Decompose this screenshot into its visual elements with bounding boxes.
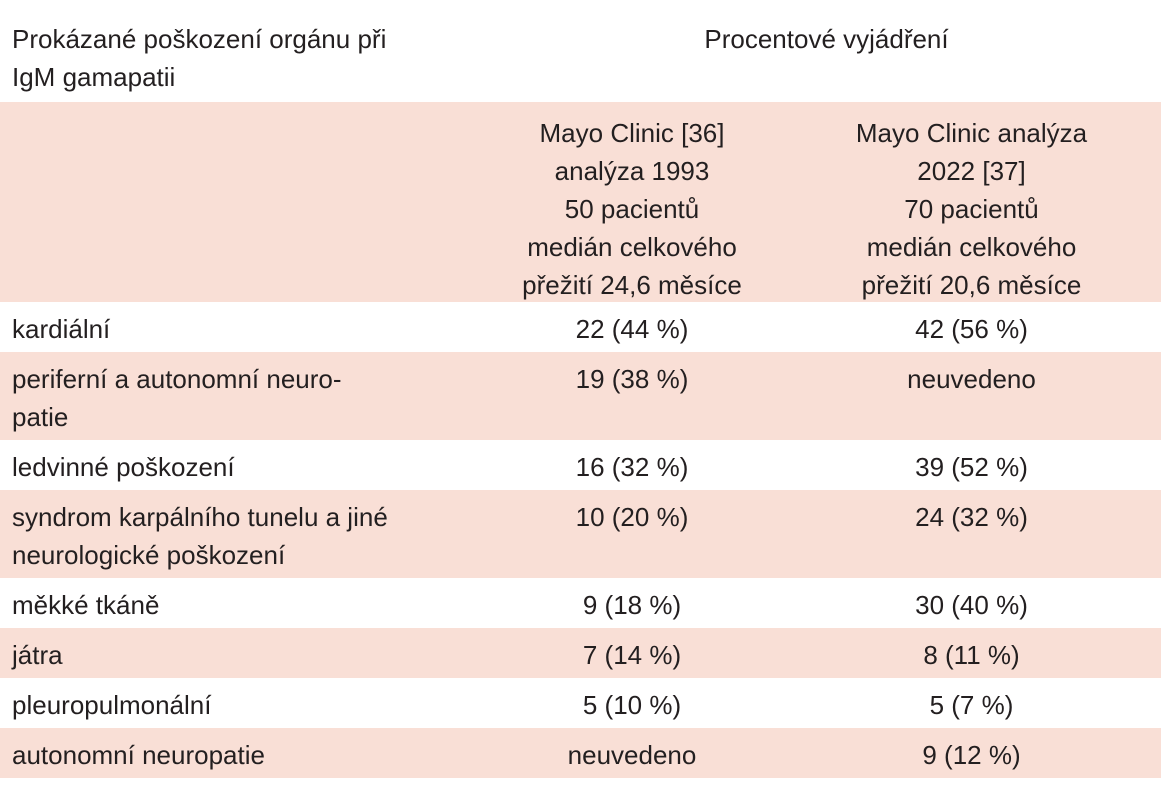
header-percentage: Procentové vyjádření <box>704 24 949 54</box>
row-label: kardiální <box>0 310 472 348</box>
study-1993-line: přežití 24,6 měsíce <box>522 270 742 300</box>
header-organ-line-2: IgM gamapatii <box>12 62 176 92</box>
row-label-line: autonomní neuropatie <box>12 740 265 770</box>
row-value-2022: neuvedeno <box>907 364 1036 394</box>
row-value-2022: 42 (56 %) <box>915 314 1028 344</box>
amyloidosis-organ-table: Prokázané poškození orgánu při IgM gamap… <box>0 0 1161 778</box>
row-label: autonomní neuropatie <box>0 736 472 774</box>
table-header-row: Prokázané poškození orgánu při IgM gamap… <box>0 0 1161 102</box>
row-value-2022: 39 (52 %) <box>915 452 1028 482</box>
table-row: měkké tkáně 9 (18 %) 30 (40 %) <box>0 578 1161 628</box>
row-value-2022: 8 (11 %) <box>923 640 1020 670</box>
row-label-line: měkké tkáně <box>12 590 160 620</box>
table-subheader-row: Mayo Clinic [36] analýza 1993 50 pacient… <box>0 102 1161 302</box>
row-label-line: ledvinné poškození <box>12 452 235 482</box>
table-row: periferní a autonomní neuro- patie 19 (3… <box>0 352 1161 440</box>
row-value-1993: neuvedeno <box>567 740 697 770</box>
row-label-line: neurologické poškození <box>12 540 286 570</box>
row-value-1993: 16 (32 %) <box>575 452 689 482</box>
header-organ-line-1: Prokázané poškození orgánu při <box>12 24 387 54</box>
row-label-line: syndrom karpálního tunelu a jiné <box>12 502 388 532</box>
study-2022-line: 2022 [37] <box>917 156 1026 186</box>
subheader-study-1993: Mayo Clinic [36] analýza 1993 50 pacient… <box>472 102 792 304</box>
row-value-2022: 9 (12 %) <box>922 740 1021 770</box>
row-value-1993: 22 (44 %) <box>575 314 689 344</box>
table-row: kardiální 22 (44 %) 42 (56 %) <box>0 302 1161 352</box>
row-label: syndrom karpálního tunelu a jiné neurolo… <box>0 498 472 574</box>
table-row: autonomní neuropatie neuvedeno 9 (12 %) <box>0 728 1161 778</box>
table-row: ledvinné poškození 16 (32 %) 39 (52 %) <box>0 440 1161 490</box>
study-2022-line: 70 pacientů <box>904 194 1039 224</box>
row-label: měkké tkáně <box>0 586 472 624</box>
subheader-study-2022: Mayo Clinic analýza 2022 [37] 70 pacient… <box>792 102 1161 304</box>
study-1993-line: 50 pacientů <box>564 194 700 224</box>
row-value-1993: 10 (20 %) <box>575 502 689 532</box>
study-2022-line: medián celkového <box>866 232 1077 262</box>
row-label: periferní a autonomní neuro- patie <box>0 360 472 436</box>
row-label: ledvinné poškození <box>0 448 472 486</box>
row-value-1993: 9 (18 %) <box>582 590 682 620</box>
table-row: pleuropulmonální 5 (10 %) 5 (7 %) <box>0 678 1161 728</box>
row-label-line: pleuropulmonální <box>12 690 212 720</box>
study-1993-line: medián celkového <box>527 232 737 262</box>
header-organ-damage: Prokázané poškození orgánu při IgM gamap… <box>0 0 472 96</box>
row-label: játra <box>0 636 472 674</box>
row-value-1993: 5 (10 %) <box>582 690 682 720</box>
row-label-line: patie <box>12 402 69 432</box>
study-1993-line: Mayo Clinic [36] <box>539 118 725 148</box>
study-2022-line: Mayo Clinic analýza <box>855 118 1088 148</box>
row-label-line: játra <box>12 640 63 670</box>
table-row: játra 7 (14 %) 8 (11 %) <box>0 628 1161 678</box>
row-value-1993: 19 (38 %) <box>575 364 689 394</box>
row-label-line: periferní a autonomní neuro- <box>12 364 342 394</box>
row-label: pleuropulmonální <box>0 686 472 724</box>
row-value-2022: 5 (7 %) <box>929 690 1014 720</box>
row-label-line: kardiální <box>12 314 111 344</box>
row-value-1993: 7 (14 %) <box>582 640 682 670</box>
study-2022-line: přežití 20,6 měsíce <box>861 270 1082 300</box>
row-value-2022: 30 (40 %) <box>915 590 1028 620</box>
study-1993-line: analýza 1993 <box>554 156 710 186</box>
row-value-2022: 24 (32 %) <box>915 502 1028 532</box>
table-row: syndrom karpálního tunelu a jiné neurolo… <box>0 490 1161 578</box>
